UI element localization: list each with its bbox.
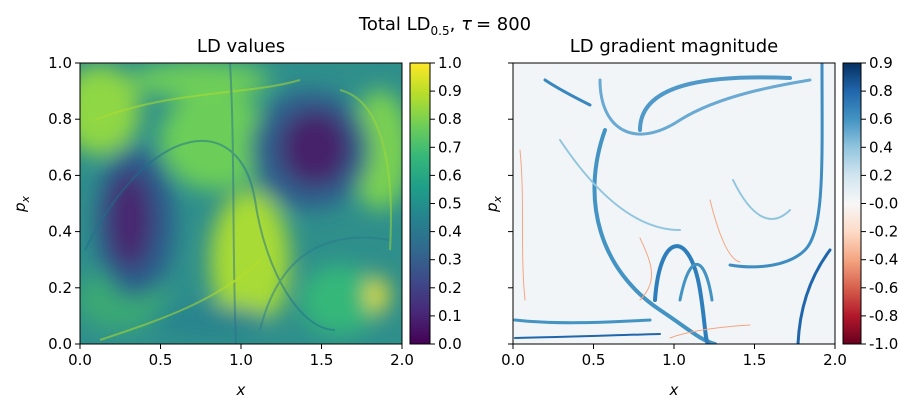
ld-values-colorbar-ramp [409,62,431,345]
ld-values-xlabel: x [236,381,246,399]
ld-gradient-colorbar-tick-label: 0.6 [869,110,893,128]
ld-gradient-colorbar-tick-label: 0.2 [869,166,893,184]
ld-gradient-colorbar-tick-label: 0.8 [869,82,893,100]
ld-values-ytick-label: 0.6 [48,166,72,184]
ld-values-ytick-label: 0.0 [48,335,72,353]
ld-gradient-ylabel: px [483,195,504,213]
ld-values-colorbar-ticks: 0.0 0.1 0.2 0.3 0.4 0.5 0.6 0.7 0.8 0.9 1.0 [430,54,462,353]
ld-gradient-colorbar-tick-label: 0.4 [869,138,893,156]
figure-title-tau-value: = 800 [476,14,531,35]
ld-gradient-colorbar-tick-label: -0.4 [869,251,898,269]
ld-values-xtick-label: 2.0 [390,351,414,369]
ld-values-colorbar-tick-label: 0.0 [438,335,462,353]
ld-gradient-colorbar-ticks: -1.0 -0.8 -0.6 -0.4 -0.2 -0.0 0.2 0.4 0.6 0.8 0.9 [861,54,898,353]
ld-values-ytick-label: 0.2 [48,279,72,297]
ld-values-colorbar-tick-label: 0.1 [438,307,462,325]
ld-gradient-colorbar-tick-label: -0.6 [869,279,898,297]
ld-values-xticks: 0.0 0.5 1.0 1.5 2.0 [68,344,414,369]
ld-gradient-xtick-label: 1.5 [743,351,767,369]
ld-values-colorbar-tick-label: 0.2 [438,279,462,297]
ld-gradient-colorbar-tick-label: -0.8 [869,307,898,325]
ld-values-colorbar-tick-label: 0.3 [438,251,462,269]
ld-gradient-colorbar-ramp [842,62,862,345]
ld-values-colorbar-tick-label: 0.5 [438,195,462,213]
ld-gradient-panel: LD gradient magnitude [483,36,847,399]
figure-title-tau: τ [461,14,472,35]
figure-title: Total LD0.5, τ = 800 [358,14,531,38]
ld-values-colorbar-tick-label: 0.9 [438,82,462,100]
ld-gradient-xtick-label: 0.5 [582,351,606,369]
ld-gradient-colorbar: -1.0 -0.8 -0.6 -0.4 -0.2 -0.0 0.2 0.4 0.6 0.8 0.9 [842,54,898,353]
ld-gradient-xlabel: x [669,381,679,399]
ld-gradient-xtick-label: 0.0 [501,351,525,369]
ld-values-panel: LD values [11,36,414,399]
ld-values-title: LD values [197,36,285,57]
ld-gradient-ylabel-sub: x [491,195,504,203]
ld-values-colorbar-tick-label: 0.8 [438,110,462,128]
ld-gradient-colorbar-tick-label: -0.2 [869,223,898,241]
ld-gradient-ylabel-base: p [483,202,501,213]
ld-values-xtick-label: 0.0 [68,351,92,369]
ld-values-xtick-label: 0.5 [149,351,173,369]
ld-values-ytick-label: 0.4 [48,223,72,241]
ld-gradient-colorbar-tick-label: -1.0 [869,335,898,353]
ld-values-xtick-label: 1.0 [229,351,253,369]
ld-values-colorbar-tick-label: 0.6 [438,166,462,184]
figure-title-prefix: Total LD [358,14,431,35]
ld-gradient-yticks [508,62,513,345]
ld-values-ytick-label: 0.8 [48,110,72,128]
ld-values-yticks: 0.0 0.2 0.4 0.6 0.8 1.0 [48,54,80,353]
figure-title-subscript: 0.5 [431,24,450,38]
ld-values-ylabel-base: p [11,202,29,213]
ld-gradient-xtick-label: 1.0 [662,351,686,369]
ld-values-ylabel-sub: x [19,195,32,203]
ld-values-colorbar: 0.0 0.1 0.2 0.3 0.4 0.5 0.6 0.7 0.8 0.9 1.0 [409,54,462,353]
ld-gradient-colorbar-tick-label: -0.0 [869,195,898,213]
ld-values-xtick-label: 1.5 [310,351,334,369]
figure-title-sep: , [450,14,461,35]
ld-gradient-title: LD gradient magnitude [570,36,779,57]
ld-values-ytick-label: 1.0 [48,54,72,72]
ld-values-colorbar-tick-label: 1.0 [438,54,462,72]
ld-values-ylabel: px [11,195,32,213]
ld-gradient-heatmap [513,63,835,344]
ld-gradient-xticks: 0.0 0.5 1.0 1.5 2.0 [501,344,847,369]
ld-gradient-xtick-label: 2.0 [823,351,847,369]
ld-values-colorbar-tick-label: 0.4 [438,223,462,241]
ld-gradient-colorbar-tick-label: 0.9 [869,54,893,72]
ld-values-heatmap [80,63,402,344]
ld-values-colorbar-tick-label: 0.7 [438,138,462,156]
